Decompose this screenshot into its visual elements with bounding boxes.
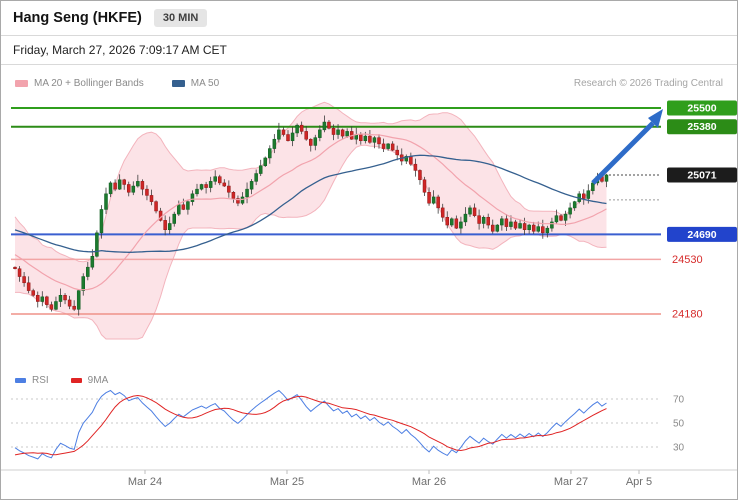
rsi-ma-label: 9MA	[87, 374, 109, 386]
rsi-ma-swatch	[70, 377, 82, 383]
main-chart-legend: MA 20 + Bollinger Bands MA 50 Research ©…	[1, 65, 737, 93]
price-chart: 25500 25380 25071 24690 24530 24180	[11, 100, 737, 340]
date-line: Friday, March 27, 2026 7:09:17 AM CET	[1, 36, 737, 65]
bullish-arrow	[591, 121, 655, 185]
ma20-line	[14, 133, 607, 291]
x-axis-label: Apr 5	[626, 476, 652, 488]
price-badge-label: 25500	[687, 103, 716, 115]
ma20-swatch	[15, 79, 28, 87]
rsi-tick-label: 30	[673, 443, 685, 454]
research-credit: Research © 2026 Trading Central	[573, 77, 723, 89]
rsi-chart: 70 50 30 Mar 24 Mar 25 Mar 26 Mar 27 Apr 5	[1, 389, 737, 488]
price-text-label: 24180	[672, 309, 703, 321]
price-badge-label: 25380	[687, 121, 716, 133]
ma50-swatch	[171, 79, 185, 87]
price-badge-label: 25071	[687, 169, 716, 181]
x-axis-label: Mar 26	[412, 476, 446, 488]
ma50-line	[14, 154, 607, 253]
rsi-ma-line	[14, 394, 607, 456]
x-axis-label: Mar 25	[270, 476, 304, 488]
ma50-label: MA 50	[190, 77, 220, 89]
legend-rsi-ma: 9MA	[70, 374, 109, 386]
legend-rsi: RSI	[15, 375, 49, 386]
rsi-tick-label: 50	[673, 419, 685, 430]
legend-ma50: MA 50	[171, 77, 220, 89]
bollinger-band-fill	[15, 102, 607, 339]
bollinger-lower-band	[15, 144, 607, 340]
rsi-legend: RSI 9MA	[1, 373, 737, 387]
x-axis-label: Mar 27	[554, 476, 588, 488]
ma20-label: MA 20 + Bollinger Bands	[34, 77, 144, 89]
chart-header: Hang Seng (HKFE) 30 MIN	[1, 1, 737, 36]
rsi-swatch	[15, 377, 26, 383]
legend-ma20-bollinger: MA 20 + Bollinger Bands	[15, 78, 144, 89]
x-axis-label: Mar 24	[128, 476, 162, 488]
price-badge-25071	[667, 167, 737, 183]
candles	[13, 115, 609, 316]
rsi-tick-label: 70	[673, 395, 685, 406]
timeframe-badge: 30 MIN	[153, 9, 208, 27]
price-badge-24690	[667, 226, 737, 242]
bullish-arrow-head	[648, 109, 663, 128]
instrument-title: Hang Seng (HKFE)	[13, 10, 142, 26]
price-badge-label: 24690	[687, 229, 716, 241]
price-text-label: 24530	[672, 254, 703, 266]
price-badge-25380	[667, 119, 737, 135]
rsi-line	[14, 389, 607, 460]
rsi-label: RSI	[32, 374, 49, 386]
price-badge-25500	[667, 100, 737, 116]
